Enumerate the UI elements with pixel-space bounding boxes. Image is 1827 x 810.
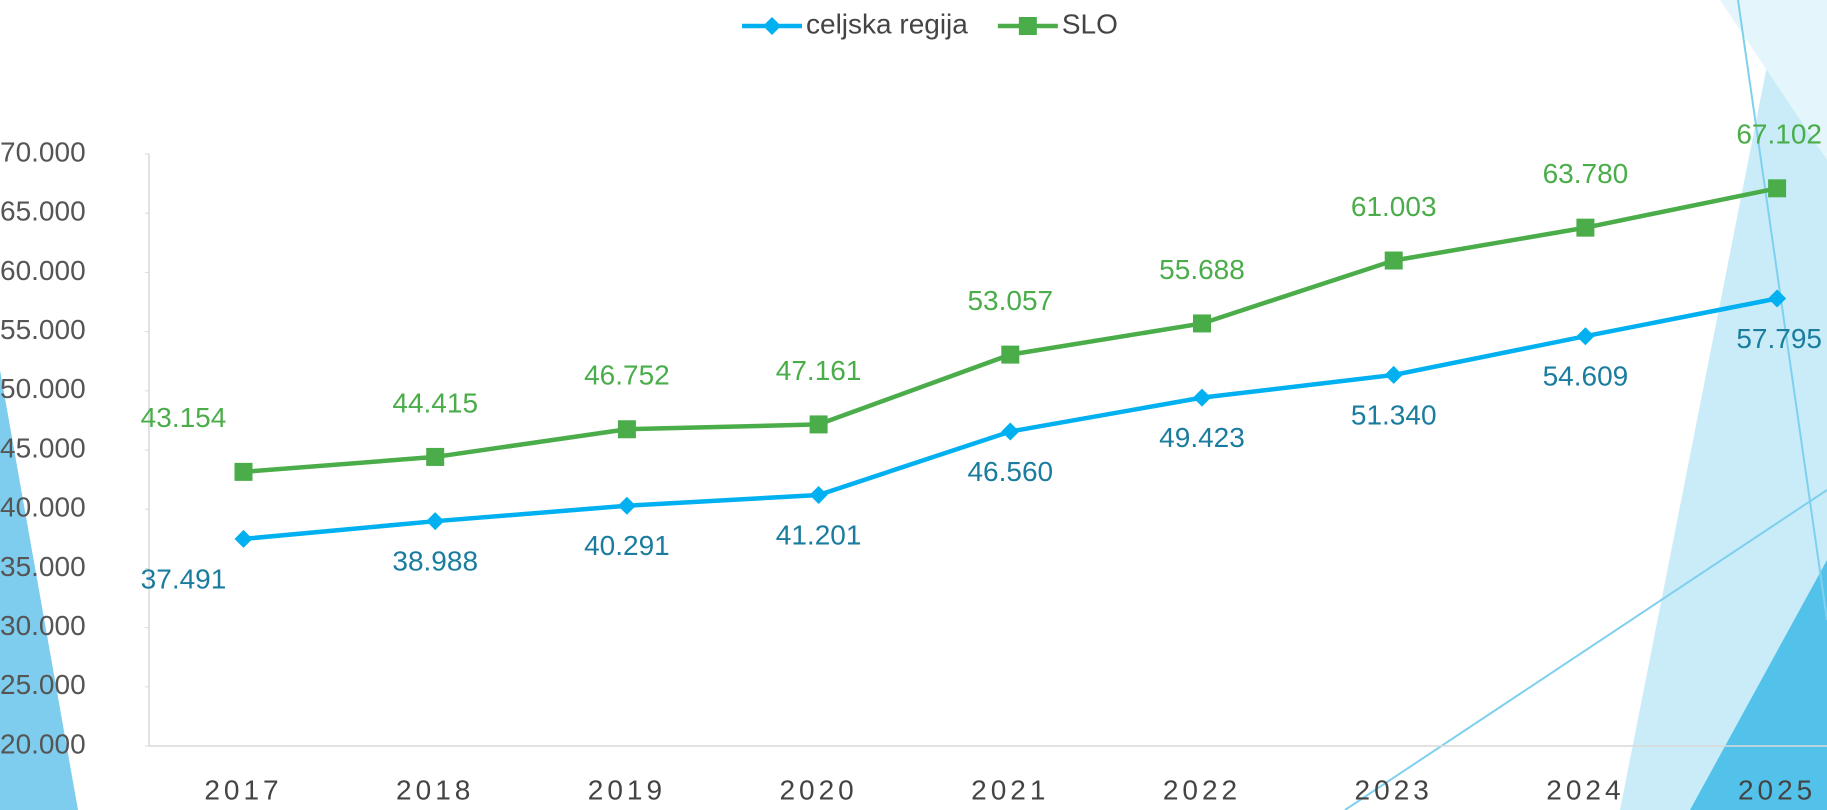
data-label: 43.154 [141,402,227,433]
y-tick-label: 40.000 [0,492,86,523]
point [809,485,828,504]
point [426,512,445,531]
point [1193,314,1211,333]
x-tick-label: 2018 [396,774,474,805]
data-label: 51.340 [1351,399,1437,430]
point [809,415,828,434]
point [1001,345,1020,364]
data-label: 37.491 [141,563,227,594]
data-label: 55.688 [1159,254,1245,285]
legend-label: celjska regija [806,8,968,39]
point [234,529,253,548]
x-tick-label: 2021 [971,774,1049,805]
legend-marker [1018,17,1037,35]
point [1384,251,1403,270]
data-label: 44.415 [392,387,478,418]
legend-label: SLO [1062,8,1118,39]
right-shape-light [1620,0,1827,810]
y-tick-label: 30.000 [0,610,86,641]
data-label: 46.752 [584,360,670,391]
x-tick-label: 2025 [1738,774,1816,805]
point [1001,422,1020,441]
right-shape-top [1720,0,1827,160]
x-tick-label: 2024 [1546,774,1624,805]
point [426,447,445,466]
x-tick-label: 2023 [1355,774,1433,805]
y-tick-label: 35.000 [0,551,86,582]
y-tick-label: 70.000 [0,136,86,167]
point [1384,365,1403,384]
data-label: 49.423 [1159,422,1245,453]
data-label: 57.795 [1736,323,1822,354]
deco-line [1344,489,1827,810]
point [1576,327,1595,346]
legend-marker [763,17,781,35]
data-label: 47.161 [776,355,862,386]
y-tick-label: 55.000 [0,314,86,345]
point [617,420,636,439]
y-tick-label: 25.000 [0,669,86,700]
y-tick-label: 20.000 [0,728,86,759]
point [1193,388,1211,407]
series-line [243,296,1778,542]
point [1576,218,1595,237]
data-label: 41.201 [776,519,862,550]
x-tick-label: 2017 [204,774,282,805]
data-label: 53.057 [967,285,1053,316]
data-label: 38.988 [392,546,478,577]
left-shape [0,370,78,810]
point [617,496,636,515]
y-tick-label: 60.000 [0,255,86,286]
x-tick-label: 2019 [588,774,666,805]
point [1768,179,1787,198]
data-label: 67.102 [1736,119,1822,150]
y-tick-label: 65.000 [0,196,86,227]
data-label: 40.291 [584,530,670,561]
y-tick-label: 45.000 [0,432,86,463]
data-label: 46.560 [967,456,1053,487]
right-shape-dark [1690,560,1827,810]
x-tick-label: 2020 [779,774,857,805]
deco-line [1737,0,1827,621]
data-label: 61.003 [1351,191,1437,222]
point [234,462,253,481]
point [1768,289,1787,308]
y-tick-label: 50.000 [0,373,86,404]
data-label: 54.609 [1543,361,1629,392]
data-label: 63.780 [1543,158,1629,189]
x-tick-label: 2022 [1163,774,1241,805]
